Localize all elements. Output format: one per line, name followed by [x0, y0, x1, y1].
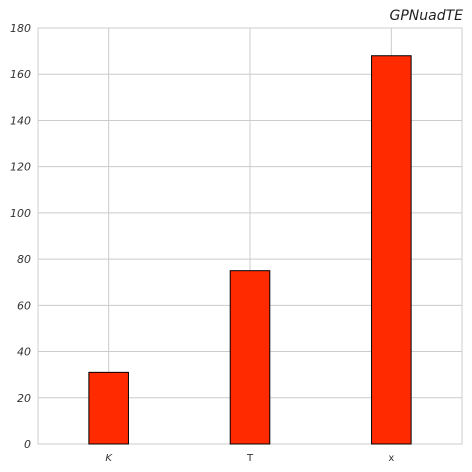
bar-K — [88, 371, 129, 445]
x-tick-label: x — [388, 453, 394, 464]
y-tick-label: 180 — [10, 22, 31, 35]
x-tick-label: T — [246, 453, 254, 464]
bar-x — [371, 55, 412, 445]
y-axis-ticks: 0 20 40 60 80 100 120 140 160 180 — [10, 22, 31, 451]
y-tick-label: 20 — [17, 392, 31, 405]
bar-T — [229, 270, 271, 445]
y-tick-label: 100 — [10, 207, 31, 220]
chart-title: GPNuadTE — [390, 8, 464, 24]
y-tick-label: 0 — [24, 438, 31, 451]
y-tick-label: 40 — [17, 346, 31, 359]
bars — [88, 55, 412, 445]
y-tick-label: 60 — [17, 299, 31, 312]
y-tick-label: 80 — [17, 253, 31, 266]
x-tick-label: K — [105, 453, 113, 464]
y-tick-label: 160 — [10, 68, 31, 81]
y-tick-label: 140 — [10, 114, 31, 127]
y-tick-label: 120 — [10, 161, 31, 174]
